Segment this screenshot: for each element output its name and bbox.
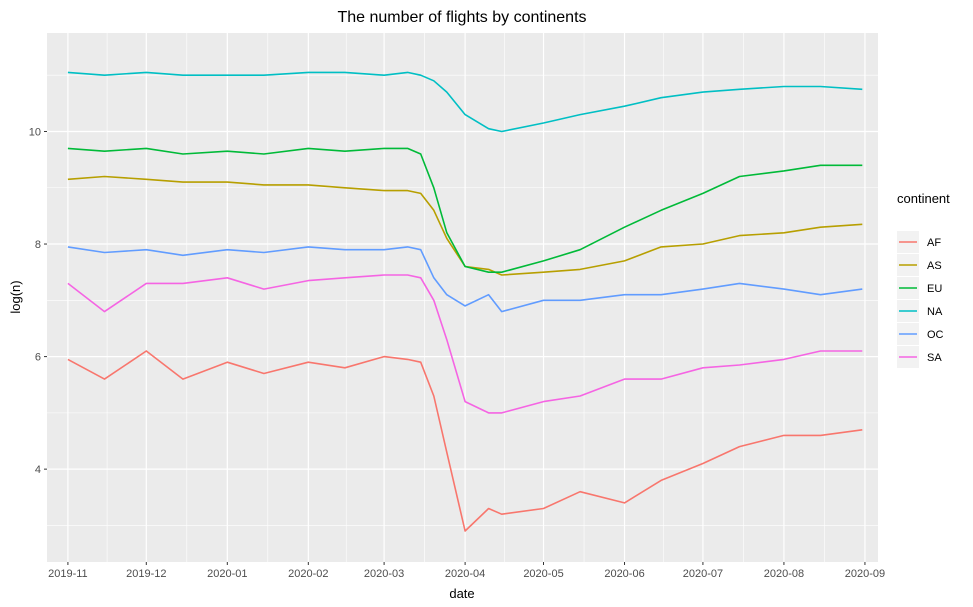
y-tick-label: 8 [35,239,41,251]
chart-title: The number of flights by continents [337,9,586,26]
x-axis: 2019-11 2019-12 2020-01 2020-02 2020-03 2020-… [48,562,885,580]
x-tick-label: 2020-08 [764,568,804,580]
x-tick-label: 2019-12 [126,568,166,580]
series-line-as [67,175,863,276]
series-lines [67,71,863,532]
y-axis: 4 6 8 10 [29,126,47,476]
x-tick-label: 2020-03 [364,568,404,580]
series-line-sa [67,274,863,414]
x-tick-label: 2020-04 [445,568,485,580]
series-line-af [67,350,863,532]
x-tick-label: 2020-06 [604,568,644,580]
legend-title: continent [897,191,950,206]
series-line-oc [67,246,863,313]
x-tick-label: 2020-05 [523,568,563,580]
x-axis-title: date [449,586,474,601]
legend-label-af: AF [927,237,941,249]
x-tick-label: 2020-09 [845,568,885,580]
legend-label-sa: SA [927,352,942,364]
minor-gridlines [47,33,878,562]
series-line-eu [67,147,863,274]
y-tick-label: 4 [35,464,41,476]
series-line-na [67,71,863,133]
legend-label-as: AS [927,260,942,272]
x-tick-label: 2020-07 [683,568,723,580]
x-tick-label: 2020-01 [207,568,247,580]
legend-label-eu: EU [927,283,942,295]
x-tick-label: 2019-11 [48,568,88,580]
major-gridlines [47,33,878,562]
y-tick-label: 6 [35,352,41,364]
legend: continent AF AS EU NA OC SA [897,191,950,368]
legend-label-oc: OC [927,329,944,341]
legend-label-na: NA [927,306,943,318]
x-tick-label: 2020-02 [288,568,328,580]
y-axis-title: log(n) [8,280,23,313]
y-tick-label: 10 [29,126,41,138]
plot-panel [47,33,878,562]
